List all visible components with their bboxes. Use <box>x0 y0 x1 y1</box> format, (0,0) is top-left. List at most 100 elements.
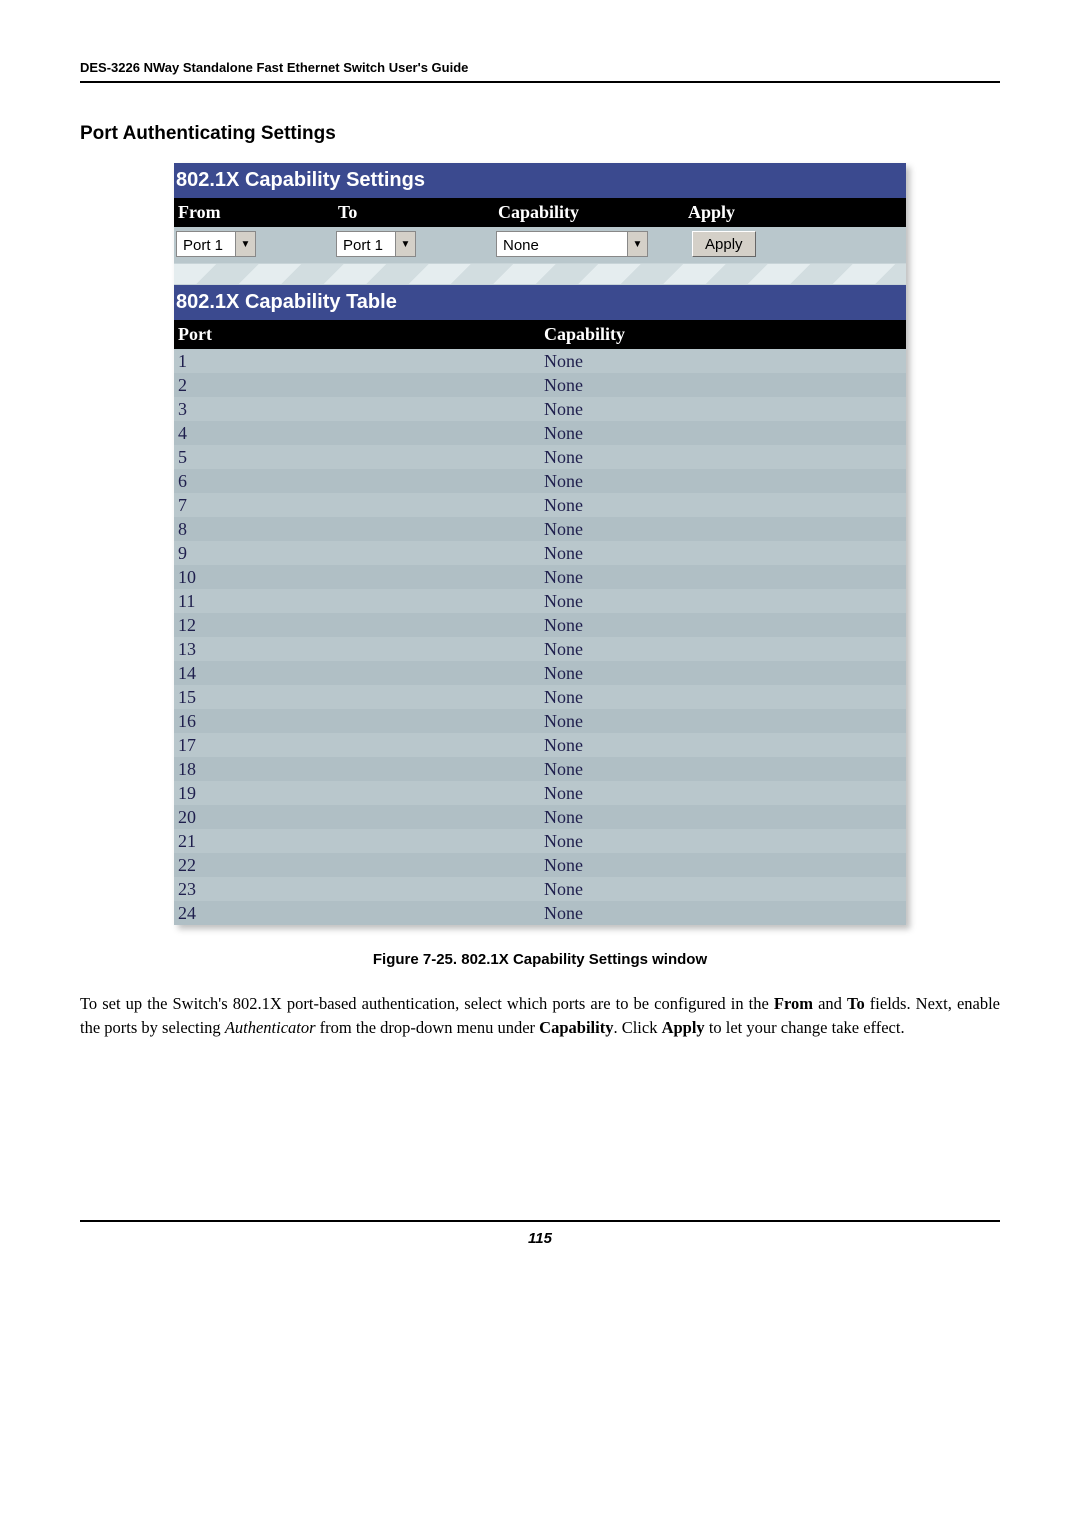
to-select-value: Port 1 <box>337 232 395 256</box>
divider-strip <box>174 263 906 285</box>
cell-port: 13 <box>174 637 540 661</box>
doc-header: DES-3226 NWay Standalone Fast Ethernet S… <box>80 60 1000 83</box>
table-row: 13None <box>174 637 906 661</box>
cell-capability: None <box>540 829 906 853</box>
cell-capability: None <box>540 613 906 637</box>
cell-port: 20 <box>174 805 540 829</box>
cell-port: 22 <box>174 853 540 877</box>
table-row: 12None <box>174 613 906 637</box>
cell-port: 6 <box>174 469 540 493</box>
table-row: 9None <box>174 541 906 565</box>
chevron-down-icon: ▼ <box>395 232 415 256</box>
text: . Click <box>613 1018 661 1037</box>
table-row: 7None <box>174 493 906 517</box>
to-select[interactable]: Port 1 ▼ <box>336 231 416 257</box>
cell-port: 3 <box>174 397 540 421</box>
table-banner: 802.1X Capability Table <box>174 285 906 320</box>
cell-capability: None <box>540 637 906 661</box>
cell-port: 21 <box>174 829 540 853</box>
cell-capability: None <box>540 397 906 421</box>
cell-capability: None <box>540 733 906 757</box>
from-select-value: Port 1 <box>177 232 235 256</box>
table-row: 16None <box>174 709 906 733</box>
cell-port: 24 <box>174 901 540 925</box>
table-row: 1None <box>174 349 906 373</box>
cell-port: 5 <box>174 445 540 469</box>
cell-capability: None <box>540 469 906 493</box>
italic-authenticator: Authenticator <box>225 1018 316 1037</box>
table-row: 6None <box>174 469 906 493</box>
table-header-port: Port <box>174 320 540 349</box>
cell-capability: None <box>540 493 906 517</box>
header-to: To <box>334 198 494 227</box>
cell-capability: None <box>540 445 906 469</box>
cell-capability: None <box>540 349 906 373</box>
cell-capability: None <box>540 709 906 733</box>
table-row: 23None <box>174 877 906 901</box>
table-row: 11None <box>174 589 906 613</box>
table-row: 22None <box>174 853 906 877</box>
text: and <box>813 994 847 1013</box>
cell-capability: None <box>540 685 906 709</box>
cell-port: 4 <box>174 421 540 445</box>
cell-capability: None <box>540 661 906 685</box>
text: To set up the Switch's 802.1X port-based… <box>80 994 774 1013</box>
bold-apply: Apply <box>662 1018 705 1037</box>
bold-from: From <box>774 994 813 1013</box>
settings-banner: 802.1X Capability Settings <box>174 163 906 198</box>
table-row: 15None <box>174 685 906 709</box>
bold-capability: Capability <box>539 1018 613 1037</box>
table-row: 8None <box>174 517 906 541</box>
cell-port: 18 <box>174 757 540 781</box>
from-select[interactable]: Port 1 ▼ <box>176 231 256 257</box>
table-row: 24None <box>174 901 906 925</box>
apply-button[interactable]: Apply <box>692 231 756 257</box>
table-row: 14None <box>174 661 906 685</box>
capability-select[interactable]: None ▼ <box>496 231 648 257</box>
figure-caption: Figure 7-25. 802.1X Capability Settings … <box>80 951 1000 968</box>
cell-port: 9 <box>174 541 540 565</box>
page-number: 115 <box>80 1220 1000 1247</box>
section-title: Port Authenticating Settings <box>80 123 1000 145</box>
table-header-capability: Capability <box>540 320 906 349</box>
text: from the drop-down menu under <box>316 1018 540 1037</box>
cell-capability: None <box>540 781 906 805</box>
table-row: 17None <box>174 733 906 757</box>
capability-table-body: 1None2None3None4None5None6None7None8None… <box>174 349 906 925</box>
capability-select-value: None <box>497 232 627 256</box>
chevron-down-icon: ▼ <box>627 232 647 256</box>
table-row: 18None <box>174 757 906 781</box>
cell-capability: None <box>540 757 906 781</box>
header-apply: Apply <box>684 198 906 227</box>
chevron-down-icon: ▼ <box>235 232 255 256</box>
cell-port: 19 <box>174 781 540 805</box>
table-row: 21None <box>174 829 906 853</box>
cell-capability: None <box>540 589 906 613</box>
cell-capability: None <box>540 805 906 829</box>
table-row: 20None <box>174 805 906 829</box>
settings-panel: 802.1X Capability Settings From To Capab… <box>174 163 906 925</box>
cell-port: 7 <box>174 493 540 517</box>
cell-capability: None <box>540 901 906 925</box>
cell-port: 23 <box>174 877 540 901</box>
cell-port: 1 <box>174 349 540 373</box>
cell-capability: None <box>540 853 906 877</box>
cell-port: 10 <box>174 565 540 589</box>
cell-capability: None <box>540 565 906 589</box>
cell-port: 2 <box>174 373 540 397</box>
cell-capability: None <box>540 541 906 565</box>
bold-to: To <box>847 994 865 1013</box>
table-row: 3None <box>174 397 906 421</box>
table-row: 2None <box>174 373 906 397</box>
text: to let your change take effect. <box>705 1018 905 1037</box>
cell-port: 12 <box>174 613 540 637</box>
table-row: 4None <box>174 421 906 445</box>
cell-capability: None <box>540 373 906 397</box>
settings-controls-row: Port 1 ▼ Port 1 ▼ None ▼ Apply <box>174 227 906 263</box>
cell-port: 16 <box>174 709 540 733</box>
header-capability: Capability <box>494 198 684 227</box>
cell-port: 17 <box>174 733 540 757</box>
settings-header-row: From To Capability Apply <box>174 198 906 227</box>
cell-capability: None <box>540 517 906 541</box>
cell-port: 11 <box>174 589 540 613</box>
